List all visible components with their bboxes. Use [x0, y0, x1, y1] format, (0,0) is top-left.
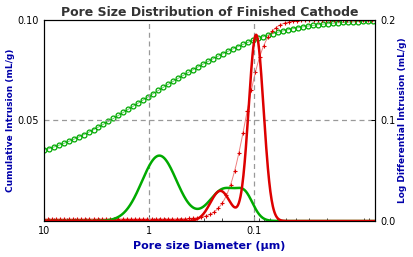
Y-axis label: Log Differential Intrusion (mL/g): Log Differential Intrusion (mL/g): [399, 38, 408, 203]
Title: Pore Size Distribution of Finished Cathode: Pore Size Distribution of Finished Catho…: [61, 6, 358, 19]
Y-axis label: Cumulative Intrusion (mL/g): Cumulative Intrusion (mL/g): [5, 49, 14, 192]
X-axis label: Pore size Diameter (μm): Pore size Diameter (μm): [133, 241, 286, 251]
